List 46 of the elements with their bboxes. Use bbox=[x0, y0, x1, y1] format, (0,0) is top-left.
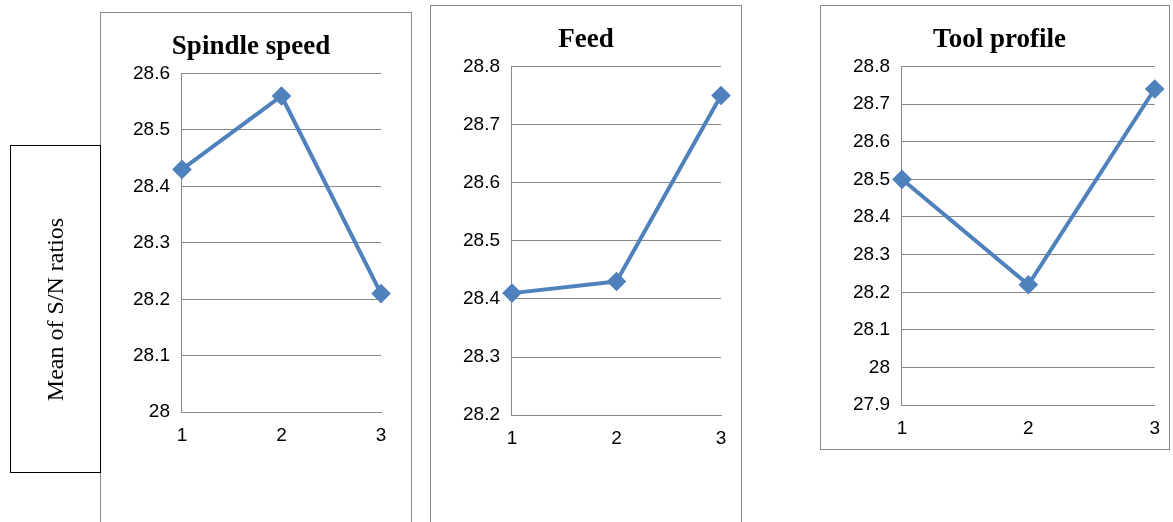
point bbox=[1019, 275, 1038, 294]
x-tick-label: 1 bbox=[506, 426, 518, 448]
point bbox=[892, 170, 911, 189]
point bbox=[712, 86, 730, 105]
chart-title: Spindle speed bbox=[171, 30, 331, 61]
x-tick-label: 3 bbox=[375, 423, 387, 445]
y-tick-label: 28.5 bbox=[463, 229, 500, 251]
point bbox=[372, 284, 390, 303]
y-tick-label: 28.2 bbox=[133, 287, 170, 309]
x-tick-label: 1 bbox=[896, 416, 908, 438]
x-tick-label: 2 bbox=[1023, 416, 1034, 438]
x-tick-label: 1 bbox=[176, 423, 188, 445]
point bbox=[272, 86, 291, 105]
y-tick-label: 28.5 bbox=[133, 118, 170, 140]
x-tick-label: 2 bbox=[276, 423, 287, 445]
y-tick-label: 27.9 bbox=[853, 393, 890, 415]
y-tick-label: 28.1 bbox=[853, 318, 890, 340]
y-tick-label: 28.7 bbox=[853, 92, 890, 114]
y-tick-label: 28.7 bbox=[463, 112, 500, 134]
y-tick-label: 28.6 bbox=[463, 170, 500, 192]
y-tick-label: 28.3 bbox=[853, 242, 890, 264]
y-tick-label: 28.2 bbox=[853, 280, 890, 302]
x-tick-label: 2 bbox=[611, 426, 622, 448]
y-axis-title: Mean of S/N ratios bbox=[42, 217, 69, 401]
point bbox=[607, 272, 626, 291]
chart-title: Tool profile bbox=[933, 23, 1066, 54]
y-tick-label: 28.2 bbox=[463, 403, 500, 425]
y-tick-label: 28.8 bbox=[463, 54, 500, 76]
y-tick-label: 28.3 bbox=[133, 231, 170, 253]
y-tick-label: 28.6 bbox=[133, 61, 170, 83]
y-tick-label: 28.8 bbox=[853, 54, 890, 76]
y-tick-label: 28 bbox=[868, 355, 890, 377]
x-tick-label: 3 bbox=[715, 426, 727, 448]
y-tick-label: 28.5 bbox=[853, 167, 890, 189]
y-tick-label: 28 bbox=[148, 400, 170, 422]
point bbox=[502, 284, 521, 303]
point bbox=[1145, 79, 1164, 98]
y-tick-label: 28.3 bbox=[463, 345, 500, 367]
y-tick-label: 28.4 bbox=[853, 205, 891, 227]
chart-title: Feed bbox=[558, 23, 614, 54]
y-tick-label: 28.6 bbox=[853, 129, 890, 151]
y-tick-label: 28.4 bbox=[463, 287, 501, 309]
x-tick-label: 3 bbox=[1149, 416, 1161, 438]
y-tick-label: 28.4 bbox=[133, 174, 171, 196]
point bbox=[172, 160, 191, 179]
y-tick-label: 28.1 bbox=[133, 343, 170, 365]
